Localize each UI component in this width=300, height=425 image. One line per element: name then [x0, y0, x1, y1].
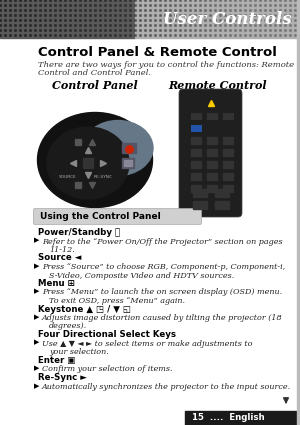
Bar	[191, 125, 202, 132]
Text: Confirm your selection of items.: Confirm your selection of items.	[42, 365, 172, 373]
Text: ▶: ▶	[34, 340, 39, 346]
Bar	[207, 161, 217, 168]
Bar	[185, 411, 297, 425]
FancyBboxPatch shape	[34, 209, 202, 224]
Bar	[207, 113, 218, 120]
Text: Remote Control: Remote Control	[169, 79, 267, 91]
Bar	[223, 137, 233, 144]
Ellipse shape	[47, 127, 129, 199]
Text: Four Directional Select Keys: Four Directional Select Keys	[38, 330, 176, 339]
Text: Refer to the “Power On/Off the Projector” section on pages: Refer to the “Power On/Off the Projector…	[42, 238, 283, 246]
Text: 15  ....  English: 15 .... English	[192, 414, 265, 422]
Text: ▶: ▶	[34, 289, 39, 295]
Text: RE-SYNC: RE-SYNC	[94, 175, 112, 179]
Bar	[191, 113, 202, 120]
Text: Control and Control Panel.: Control and Control Panel.	[38, 69, 151, 77]
Bar	[122, 143, 136, 153]
Text: Automatically synchronizes the projector to the input source.: Automatically synchronizes the projector…	[42, 383, 291, 391]
Bar	[124, 160, 132, 166]
Text: Keystone ▲ ◳ / ▼ ◱: Keystone ▲ ◳ / ▼ ◱	[38, 304, 131, 314]
Bar	[297, 0, 300, 425]
Bar	[223, 113, 234, 120]
Bar	[215, 201, 229, 209]
Text: Source ◄: Source ◄	[38, 253, 81, 263]
Bar	[223, 161, 233, 168]
Text: Re-Sync ►: Re-Sync ►	[38, 374, 87, 382]
Bar	[191, 149, 201, 156]
Bar	[207, 173, 217, 180]
Bar	[207, 185, 217, 192]
Text: 11-12.: 11-12.	[49, 246, 75, 254]
Bar	[191, 137, 201, 144]
Text: ▶: ▶	[34, 383, 39, 389]
Text: Press “Source” to choose RGB, Component-p, Component-i,: Press “Source” to choose RGB, Component-…	[42, 263, 285, 271]
Text: ▶: ▶	[34, 263, 39, 269]
Bar	[223, 185, 233, 192]
Bar	[135, 0, 300, 38]
Ellipse shape	[83, 121, 153, 176]
Text: your selection.: your selection.	[49, 348, 109, 356]
Text: Control Panel: Control Panel	[52, 79, 138, 91]
Text: Control Panel & Remote Control: Control Panel & Remote Control	[38, 45, 277, 59]
Text: Use ▲ ▼ ◄ ► to select items or make adjustments to: Use ▲ ▼ ◄ ► to select items or make adju…	[42, 340, 253, 348]
Bar	[83, 158, 93, 168]
Bar	[191, 161, 201, 168]
Bar	[207, 149, 217, 156]
Text: ▶: ▶	[34, 365, 39, 371]
Text: degrees).: degrees).	[49, 323, 87, 331]
Text: S-Video, Composite Video and HDTV sources.: S-Video, Composite Video and HDTV source…	[49, 272, 234, 280]
Text: Using the Control Panel: Using the Control Panel	[40, 212, 161, 221]
Text: To exit OSD, press “Menu” again.: To exit OSD, press “Menu” again.	[49, 297, 185, 305]
Text: Enter ▣: Enter ▣	[38, 355, 76, 365]
Text: Power/Standby ⓨ: Power/Standby ⓨ	[38, 228, 120, 237]
Bar	[193, 201, 207, 209]
Bar	[191, 173, 201, 180]
Bar	[193, 189, 207, 197]
Text: SOURCE: SOURCE	[59, 175, 77, 179]
Text: There are two ways for you to control the functions: Remote: There are two ways for you to control th…	[38, 61, 294, 69]
FancyBboxPatch shape	[179, 89, 242, 217]
Ellipse shape	[38, 113, 152, 207]
Bar	[207, 137, 217, 144]
Text: User Controls: User Controls	[163, 11, 292, 28]
Text: Adjusts image distortion caused by tilting the projector (18: Adjusts image distortion caused by tilti…	[42, 314, 283, 322]
Bar	[0, 0, 135, 38]
Text: Press “Menu” to launch the on screen display (OSD) menu.: Press “Menu” to launch the on screen dis…	[42, 289, 282, 297]
Bar	[223, 149, 233, 156]
Bar	[223, 173, 233, 180]
Text: ▶: ▶	[34, 238, 39, 244]
Bar	[215, 189, 229, 197]
Bar	[191, 185, 201, 192]
Text: Menu ⊞: Menu ⊞	[38, 279, 75, 288]
Bar	[122, 158, 134, 168]
Text: ▶: ▶	[34, 314, 39, 320]
